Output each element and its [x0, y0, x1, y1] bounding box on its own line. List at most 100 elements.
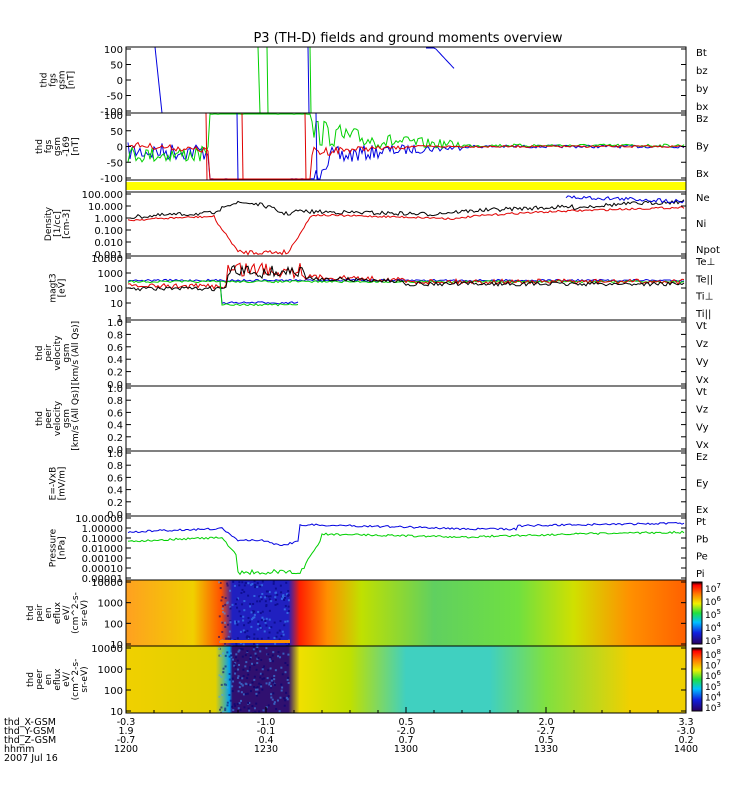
temp-tepar-trace: [127, 264, 685, 292]
x-row-value: -1.0: [257, 717, 276, 728]
peer-velocity-legend-vx: Vx: [696, 440, 709, 451]
fgs-by-trace: [127, 113, 685, 163]
efield-ylabel: E=-VxB: [49, 467, 59, 501]
x-row-value: 0.4: [258, 735, 273, 746]
peer-velocity-ytick-label: 0.6: [107, 408, 123, 419]
temp-tiperp-dip: [219, 280, 299, 305]
fgs-by-trace: [257, 47, 261, 113]
peir-spectrogram-field: [126, 580, 686, 646]
fgs-plot-area: [154, 47, 455, 113]
fgs-ytick-label: 0: [117, 76, 123, 87]
efield-ytick-label: 0.2: [107, 498, 123, 509]
temp-tiperp-trace: [127, 278, 685, 282]
peer-spectrogram-ylabel: en: [44, 674, 54, 685]
x-row-value: -0.7: [117, 735, 136, 746]
efield-ytick-label: 1.0: [107, 449, 123, 460]
fgs-ssl-legend-by: By: [696, 142, 709, 153]
pressure-pt-trace: [127, 521, 685, 547]
fgs-legend-by: by: [696, 84, 708, 95]
peer-spectrogram-texture: [218, 646, 290, 713]
fgs-ssl-ytick-label: 100: [104, 111, 123, 122]
efield-frame: [125, 450, 687, 517]
x-row-value: -0.3: [117, 717, 136, 728]
fgs-ssl-spike-0: [205, 113, 208, 180]
temperature-legend-ti: Ti||: [695, 309, 711, 320]
peer-velocity-ylabel: peer: [44, 408, 54, 429]
peir-velocity-legend-vz: Vz: [696, 339, 708, 350]
density-ytick-label: 100.000: [82, 190, 123, 201]
fgs-ssl-legend-bz: Bz: [696, 114, 708, 125]
peir-spectrogram-ylabel: thd: [26, 606, 36, 621]
density-ytick-label: 0.010: [94, 238, 123, 249]
peir-velocity-legend-vy: Vy: [696, 357, 709, 368]
peer-spectrogram-ylabel: eV/: [62, 671, 72, 687]
density-ylabel: Density: [44, 206, 54, 241]
fgs-ylabel: gsm: [58, 70, 68, 89]
x-row-value: 1300: [394, 744, 418, 755]
x-row-value: -2.0: [397, 726, 416, 737]
x-row-label-thd-x-gsm: thd_X-GSM: [4, 717, 56, 728]
peir-velocity-ylabel: peir: [44, 344, 54, 362]
density-ylabel: [cm-3]: [62, 209, 72, 239]
fgs-ytick-label: -50: [107, 92, 123, 103]
density-legend-ne: Ne: [696, 193, 710, 204]
pressure-ytick-label: 0.00010: [82, 564, 123, 575]
x-date-label: 2007 Jul 16: [4, 753, 58, 764]
density-ytick-label: 0.001: [94, 250, 123, 261]
fgs-bx-trace-2: [307, 47, 310, 113]
efield-legend-ey: Ey: [696, 479, 708, 490]
panel-fgs-ssl: 100 50 0 -50 -100 thd fgs gsm -169 [nT] Bz By Bx: [35, 111, 709, 185]
peir-spectrogram-ylabel: sr-eV): [80, 600, 90, 626]
density-plot-area: [127, 195, 685, 256]
peir-spectrogram-colorbar-tick: 104: [705, 621, 721, 634]
peir-spectrogram-ytick-label: 100: [104, 619, 123, 630]
pressure-legend-pi: Pi: [696, 569, 705, 580]
peir-velocity-frame: [125, 319, 687, 387]
peir-spectrogram-ytick-label: 10000: [91, 578, 123, 589]
peer-spectrogram-ytick-label: 1000: [98, 665, 123, 676]
peer-velocity-ytick-label: 0.0: [107, 445, 123, 456]
peir-velocity-legend-vx: Vx: [696, 375, 709, 386]
density-ytick-label: 0.100: [94, 226, 123, 237]
x-row-value: -3.0: [677, 726, 696, 737]
fgs-ssl-legend-bx: Bx: [696, 169, 709, 180]
fgs-ssl-ylabel: thd: [35, 139, 45, 154]
peir-spectrogram-ylabel: eV/: [62, 605, 72, 621]
density-ytick-label: 1.000: [94, 214, 123, 225]
peir-velocity-ytick-label: 0.4: [107, 355, 123, 366]
pressure-ytick-label: 10.00000: [75, 514, 123, 525]
pressure-legend-pe: Pe: [696, 552, 708, 563]
peer-velocity-legend-vz: Vz: [696, 405, 708, 416]
temperature-ylabel: magt3: [49, 273, 59, 302]
fgs-ssl-ytick-label: 50: [110, 127, 123, 138]
fgs-frame: [125, 46, 687, 114]
peir-velocity-ylabel: [km/s (All Qs)]: [71, 321, 81, 385]
peir-spectrogram-colorbar: [691, 581, 703, 645]
fgs-ssl-spike-3: [304, 113, 307, 180]
panel-temperature: 10000 1000 100 10 1 magt3 [eV] Te⊥ Te|| Ti⊥ Ti||: [49, 254, 716, 325]
peer-spectrogram-ytick-label: 10000: [91, 644, 123, 655]
panel-mode-bar: [125, 179, 687, 193]
x-row-value: 0.7: [398, 735, 413, 746]
density-ytick-label: 10.000: [88, 202, 123, 213]
temperature-ytick-label: 10000: [91, 254, 123, 265]
x-row-value: -0.1: [257, 726, 276, 737]
peir-velocity-ytick-label: 0.8: [107, 330, 123, 341]
peer-spectrogram-ytick-label: 10: [110, 707, 123, 718]
panel-fgs: 100 50 0 -50 -100 thd fgs gsm [nT] Bt bz by bx: [40, 45, 709, 118]
peir-spectrogram-colorbar-tick: 106: [705, 595, 721, 608]
fgs-ylabel: [nT]: [67, 71, 77, 89]
peer-velocity-ytick-label: 0.4: [107, 421, 123, 432]
peer-spectrogram-plot-area: [126, 646, 686, 713]
density-frame: [125, 191, 687, 257]
peer-spectrogram-ytick-label: 100: [104, 686, 123, 697]
peer-velocity-legend-vy: Vy: [696, 422, 709, 433]
peer-spectrogram-ylabel: sr-eV): [80, 666, 90, 692]
pressure-pe-trace: [127, 530, 685, 576]
peer-velocity-ylabel: gsm: [62, 409, 72, 428]
pressure-ytick-label: 1.00000: [82, 524, 123, 535]
peir-spectrogram-colorbar-tick: 107: [705, 582, 721, 595]
density-ni-trace: [128, 199, 685, 219]
peer-spectrogram-field: [126, 646, 686, 713]
